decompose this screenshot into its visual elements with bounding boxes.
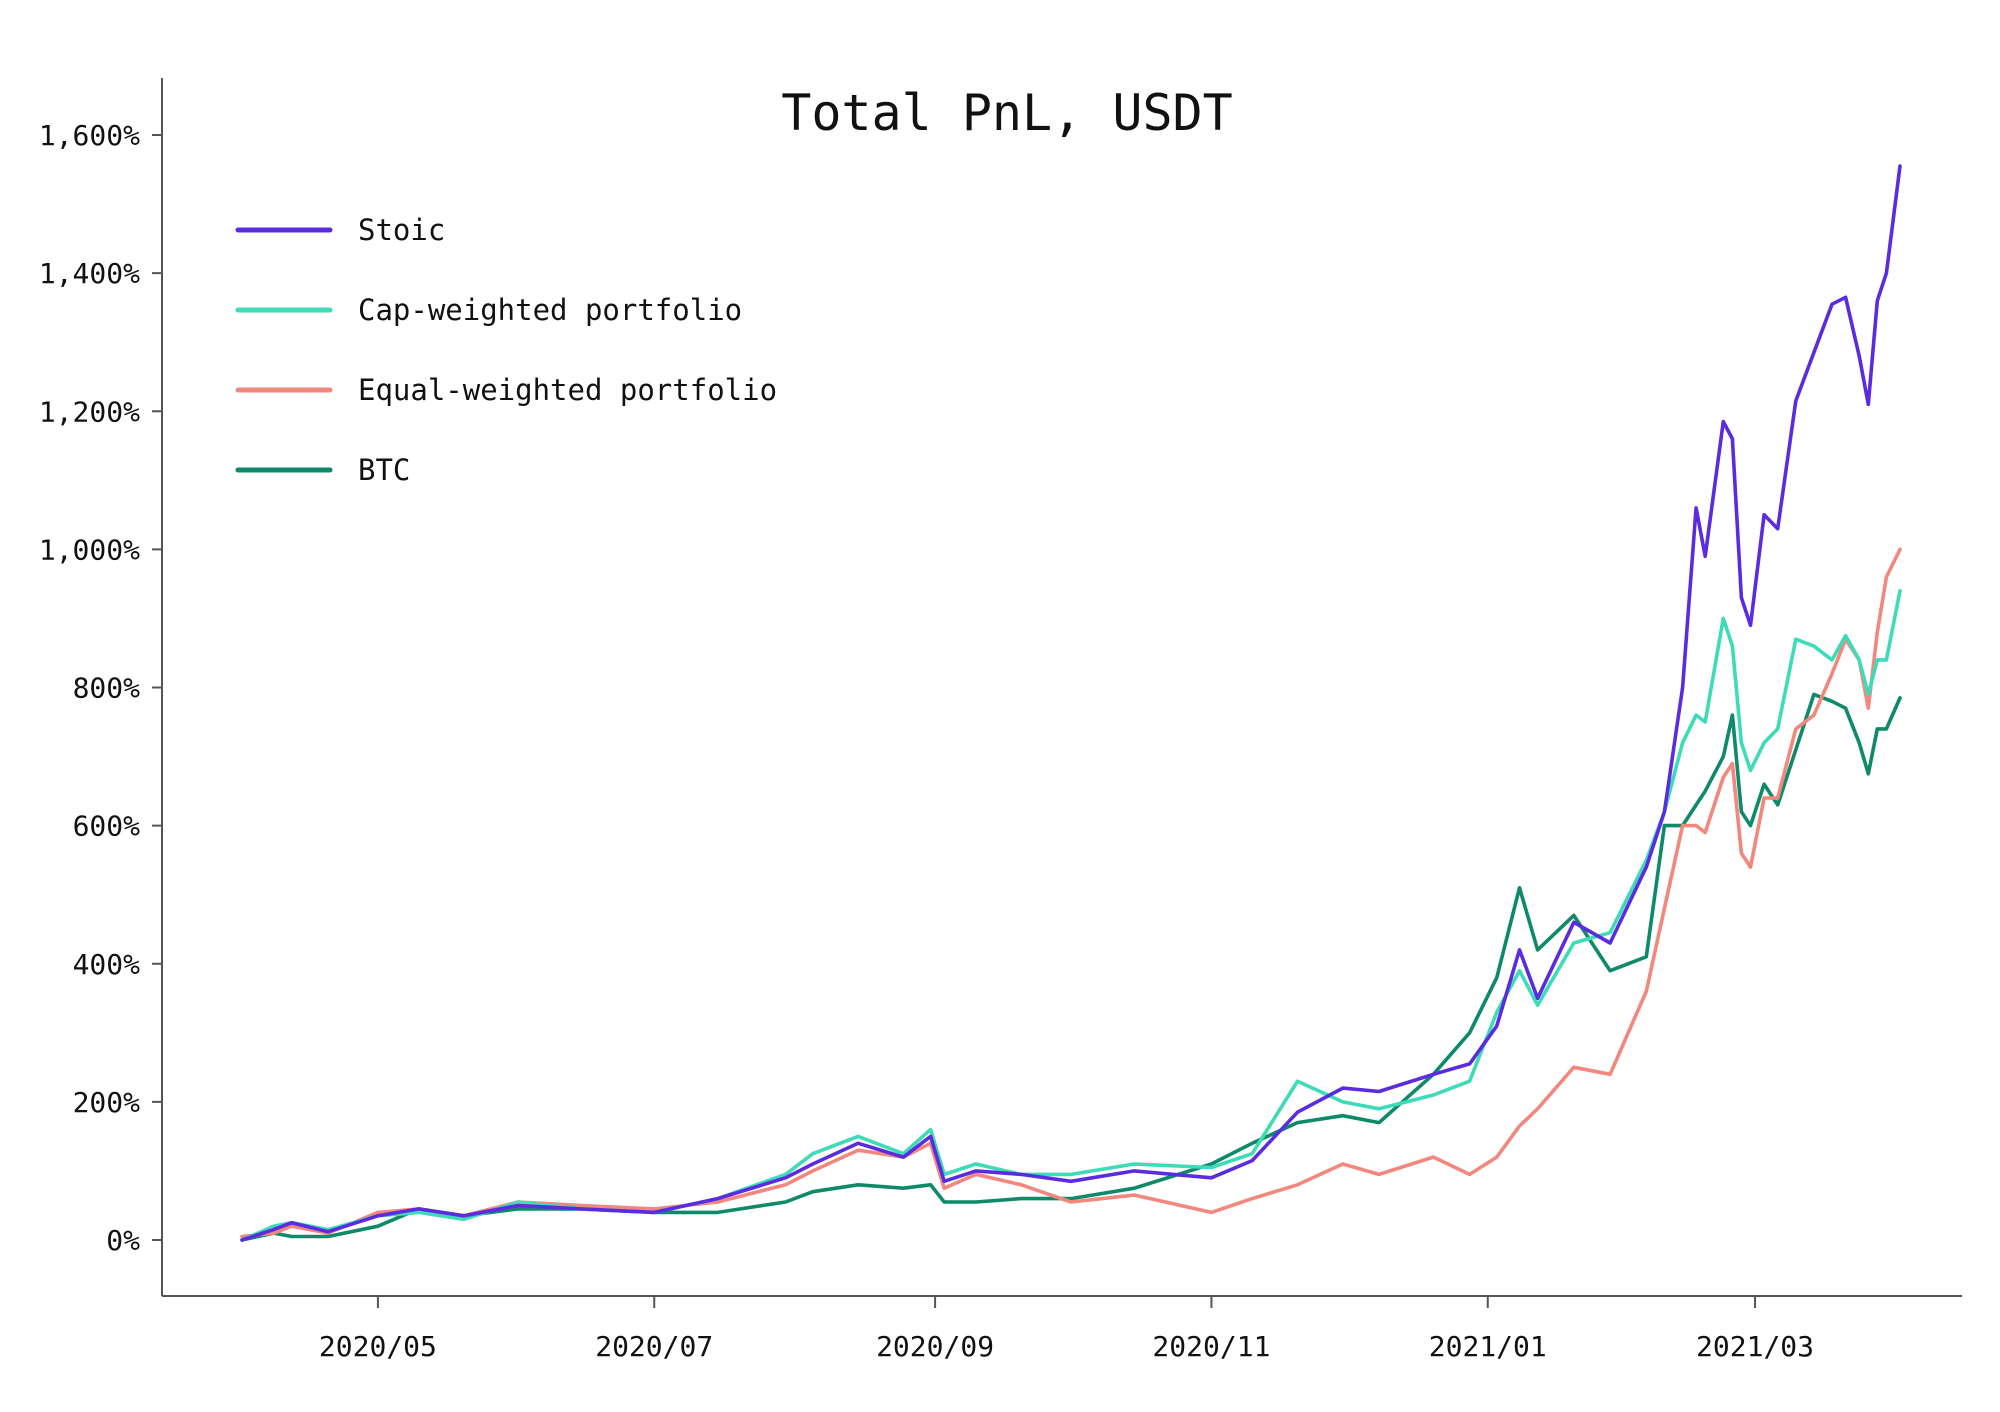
y-tick-label: 1,200% [39,395,140,428]
series-line-stoic [240,164,1902,1242]
y-tick-label: 600% [73,810,141,843]
x-axis-ticks: 2020/05 2020/07 2020/09 2020/11 2021/01 2021/… [319,1296,1814,1363]
y-tick-label: 400% [73,948,141,981]
legend: Stoic Cap-weighted portfolio Equal-weighte… [235,213,777,487]
y-tick-label: 1,400% [39,257,140,290]
legend-label-equal-weighted-portfolio: Equal-weighted portfolio [358,373,777,407]
legend-label-cap-weighted-portfolio: Cap-weighted portfolio [358,293,742,327]
x-tick-label: 2021/01 [1429,1330,1547,1363]
y-tick-label: 1,600% [39,119,140,152]
y-tick-label: 1,000% [39,533,140,566]
x-tick-label: 2020/05 [319,1330,437,1363]
x-tick-label: 2020/07 [595,1330,713,1363]
y-tick-label: 200% [73,1086,141,1119]
legend-label-stoic: Stoic [358,213,445,247]
y-axis-ticks: 0% 200% 400% 600% 800% 1,000% 1,200% 1,400% 1,60… [39,119,162,1257]
series-line-equal-weighted-portfolio [240,547,1902,1239]
series-lines [240,164,1902,1242]
x-tick-label: 2021/03 [1696,1330,1814,1363]
chart-title: Total PnL, USDT [781,84,1233,142]
x-tick-label: 2020/09 [876,1330,994,1363]
y-tick-label: 800% [73,672,141,705]
x-tick-label: 2020/11 [1152,1330,1270,1363]
y-tick-label: 0% [106,1224,140,1257]
legend-label-btc: BTC [358,453,410,487]
